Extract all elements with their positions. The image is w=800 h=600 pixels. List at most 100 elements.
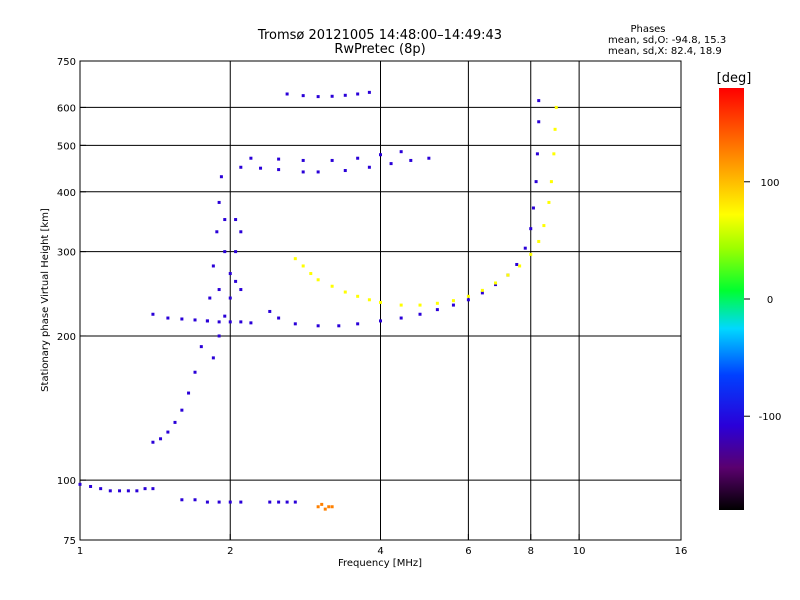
data-point — [379, 300, 382, 304]
data-point — [367, 90, 371, 94]
data-point — [534, 180, 538, 184]
data-point — [249, 156, 253, 160]
data-point — [309, 272, 313, 276]
data-point — [217, 334, 221, 338]
data-point — [187, 391, 191, 395]
colorbar-label: [deg] — [717, 71, 752, 86]
data-point — [277, 500, 281, 504]
data-point — [277, 157, 281, 161]
data-point — [223, 218, 227, 222]
data-point — [518, 264, 522, 268]
data-point — [389, 162, 393, 166]
data-point — [537, 120, 541, 124]
colorbar-tick-label: 100 — [760, 178, 779, 189]
phases-x-stats: mean, sd,X: 82.4, 18.9 — [608, 46, 722, 57]
data-point — [118, 489, 122, 493]
data-point — [343, 290, 347, 294]
colorbar-gradient — [719, 88, 744, 510]
data-point — [515, 262, 519, 266]
x-axis-ticks: 1 2 4 6 8 10 16 — [77, 534, 687, 557]
data-point — [529, 252, 533, 256]
data-point — [316, 278, 320, 282]
data-point — [316, 505, 320, 509]
data-point — [223, 314, 227, 318]
data-point — [193, 370, 197, 374]
data-point — [293, 322, 297, 326]
data-point — [323, 507, 327, 511]
data-points — [78, 90, 558, 511]
data-point — [223, 250, 227, 254]
data-point — [529, 227, 533, 231]
phases-header: Phases — [630, 24, 665, 35]
data-point — [239, 320, 243, 324]
data-point — [553, 127, 557, 131]
data-point — [217, 500, 221, 504]
data-point — [554, 105, 558, 109]
colorbar-ticks: 100 0 -100 — [744, 178, 781, 423]
data-point — [259, 166, 263, 170]
data-point — [435, 308, 439, 312]
data-point — [316, 324, 320, 328]
data-point — [234, 279, 238, 283]
data-point — [327, 505, 331, 509]
x-tick-label: 2 — [227, 546, 233, 557]
data-point — [89, 484, 93, 488]
data-point — [205, 319, 209, 323]
x-axis-label: Frequency [MHz] — [338, 558, 422, 569]
gridlines — [80, 61, 681, 540]
data-point — [78, 482, 82, 486]
data-point — [268, 500, 272, 504]
data-point — [143, 487, 147, 491]
data-point — [547, 200, 551, 204]
data-point — [239, 230, 243, 234]
data-point — [451, 299, 455, 303]
y-axis-ticks: 75 100 200 300 400 500 600 750 — [57, 57, 86, 547]
data-point — [301, 264, 305, 268]
data-point — [108, 489, 112, 493]
data-point — [301, 170, 305, 174]
data-point — [399, 316, 403, 320]
data-point — [277, 168, 281, 172]
data-point — [180, 317, 184, 321]
data-point — [180, 498, 184, 502]
data-point — [435, 301, 439, 305]
data-point — [480, 288, 484, 292]
y-tick-label: 400 — [57, 188, 76, 199]
data-point — [277, 316, 281, 320]
data-point — [494, 283, 498, 287]
data-point — [343, 169, 347, 173]
data-point — [356, 322, 360, 326]
data-point — [330, 158, 334, 162]
data-point — [211, 356, 215, 360]
data-point — [234, 250, 238, 254]
data-point — [234, 218, 238, 222]
data-point — [217, 200, 221, 204]
data-point — [285, 500, 289, 504]
data-point — [367, 298, 371, 302]
data-point — [268, 309, 272, 313]
data-point — [399, 150, 403, 154]
data-point — [535, 152, 539, 156]
data-point — [193, 318, 197, 322]
data-point — [301, 158, 305, 162]
data-point — [228, 272, 232, 276]
data-point — [166, 430, 170, 434]
data-point — [228, 320, 232, 324]
data-point — [379, 319, 382, 323]
y-axis-label: Stationary phase Virtual Height [km] — [40, 208, 51, 392]
chart-subtitle: RwPretec (8p) — [334, 42, 425, 57]
data-point — [552, 152, 556, 156]
data-point — [451, 303, 455, 307]
data-point — [151, 312, 155, 316]
data-point — [337, 324, 341, 328]
data-point — [531, 206, 535, 210]
y-tick-label: 600 — [57, 103, 76, 114]
data-point — [228, 500, 232, 504]
y-tick-label: 75 — [63, 536, 76, 547]
data-point — [494, 281, 498, 285]
data-point — [211, 264, 215, 268]
data-point — [427, 156, 431, 160]
y-tick-label: 300 — [57, 248, 76, 259]
data-point — [316, 95, 320, 99]
data-point — [506, 273, 510, 277]
